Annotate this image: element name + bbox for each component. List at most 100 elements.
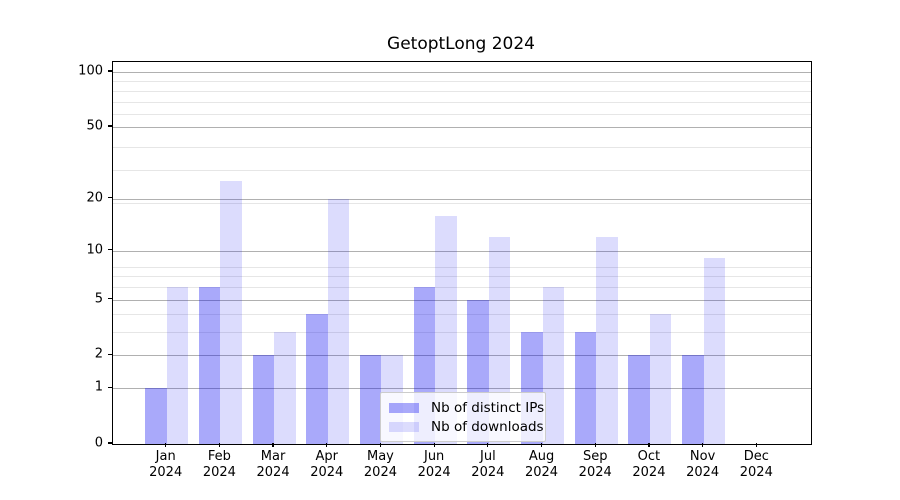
y-tick-label: 100 [78,63,103,79]
x-tick-label-nov: Nov 2024 [663,449,743,480]
y-tick-mark [108,249,112,251]
x-tick-month: Sep [582,449,608,464]
x-tick-mark [594,443,596,447]
y-tick-mark [108,125,112,127]
x-tick-mark [272,443,274,447]
gridline-minor [113,169,811,171]
x-tick-month: Feb [207,449,231,464]
chart-title: GetoptLong 2024 [387,34,535,54]
bar-downloads-apr [327,198,350,444]
x-tick-mark [755,443,757,447]
x-tick-label-jul: Jul 2024 [448,449,528,480]
x-tick-year: 2024 [632,464,666,480]
gridline-minor [113,81,811,83]
gridline-minor [113,266,811,268]
y-tick-label: 10 [86,242,103,258]
y-tick-mark [108,297,112,300]
x-tick-mark [487,443,489,447]
x-tick-label-feb: Feb 2024 [179,449,259,480]
x-tick-year: 2024 [578,464,612,480]
x-tick-month: Apr [315,449,339,464]
x-tick-year: 2024 [739,464,773,480]
x-tick-month: Aug [528,449,555,464]
legend-label: Nb of downloads [431,418,544,435]
y-tick-label: 0 [94,435,103,451]
bar-downloads-mar [274,332,296,444]
x-tick-year: 2024 [471,464,505,480]
gridline-major-1 [113,388,811,390]
bar-downloads-jun [435,215,457,444]
gridline-major-50 [113,127,811,129]
legend-swatch-distinct-ips-icon [389,402,419,413]
x-tick-label-dec: Dec 2024 [716,449,796,480]
bar-distinct-ips-jan [145,388,167,444]
bar-downloads-feb [220,181,242,444]
x-tick-label-mar: Mar 2024 [233,449,313,480]
bar-distinct-ips-apr [306,314,328,444]
x-tick-year: 2024 [256,464,290,480]
x-tick-label-jun: Jun 2024 [394,449,474,480]
gridline-minor [113,314,811,316]
y-tick-label: 20 [86,190,103,206]
legend-item-distinct-ips: Nb of distinct IPs [387,398,544,417]
x-tick-mark [326,443,328,447]
bar-distinct-ips-may [359,355,382,444]
x-tick-mark [165,443,167,447]
x-tick-mark [540,443,543,447]
x-tick-mark [218,443,220,447]
x-tick-mark [702,443,704,447]
plot-area [112,61,812,445]
gridline-major-10 [113,250,811,252]
y-tick-mark [108,442,112,444]
bar-distinct-ips-nov [682,355,704,444]
x-tick-month: Oct [637,449,661,464]
y-tick-mark [108,70,112,72]
x-tick-label-apr: Apr 2024 [287,449,367,480]
gridline-major-20 [113,198,811,200]
x-tick-month: Jun [423,449,445,464]
gridline-major-5 [113,299,811,301]
gridline-major-2 [113,355,811,357]
x-tick-month: May [367,449,394,464]
bar-distinct-ips-feb [198,287,221,444]
x-tick-year: 2024 [417,464,451,480]
x-tick-mark [379,443,382,447]
x-tick-month: Nov [689,449,716,464]
x-tick-year: 2024 [149,464,183,480]
x-tick-year: 2024 [310,464,344,480]
x-tick-year: 2024 [363,464,397,480]
gridline-minor [113,332,811,334]
gridline-major-100 [113,72,811,73]
x-tick-month: Mar [260,449,286,464]
y-tick-label: 5 [94,291,103,307]
gridline-minor [113,101,811,103]
x-tick-label-aug: Aug 2024 [502,449,582,480]
bar-downloads-aug [542,287,564,444]
gridline-minor [113,276,811,278]
x-tick-mark [433,443,435,447]
gridline-minor [113,287,811,289]
x-tick-label-oct: Oct 2024 [609,449,689,480]
y-tick-label: 50 [86,118,103,134]
bar-downloads-nov [703,258,726,444]
y-tick-mark [108,386,112,388]
bar-downloads-jan [166,287,189,444]
x-tick-month: Jan [155,449,176,464]
x-tick-month: Dec [743,449,769,464]
legend-item-downloads: Nb of downloads [387,417,544,436]
bar-distinct-ips-oct [628,355,650,444]
y-tick-mark [108,196,112,199]
x-tick-month: Jul [480,449,496,464]
x-tick-label-sep: Sep 2024 [555,449,635,480]
x-tick-label-may: May 2024 [340,449,420,480]
y-tick-label: 1 [94,379,103,395]
bar-distinct-ips-mar [252,355,275,444]
bar-downloads-sep [596,237,618,444]
gridline-minor [113,113,811,115]
x-tick-year: 2024 [686,464,720,480]
bar-distinct-ips-sep [574,332,597,444]
legend-label: Nb of distinct IPs [431,399,545,416]
legend-swatch-downloads-icon [389,421,419,432]
x-tick-mark [648,443,650,447]
